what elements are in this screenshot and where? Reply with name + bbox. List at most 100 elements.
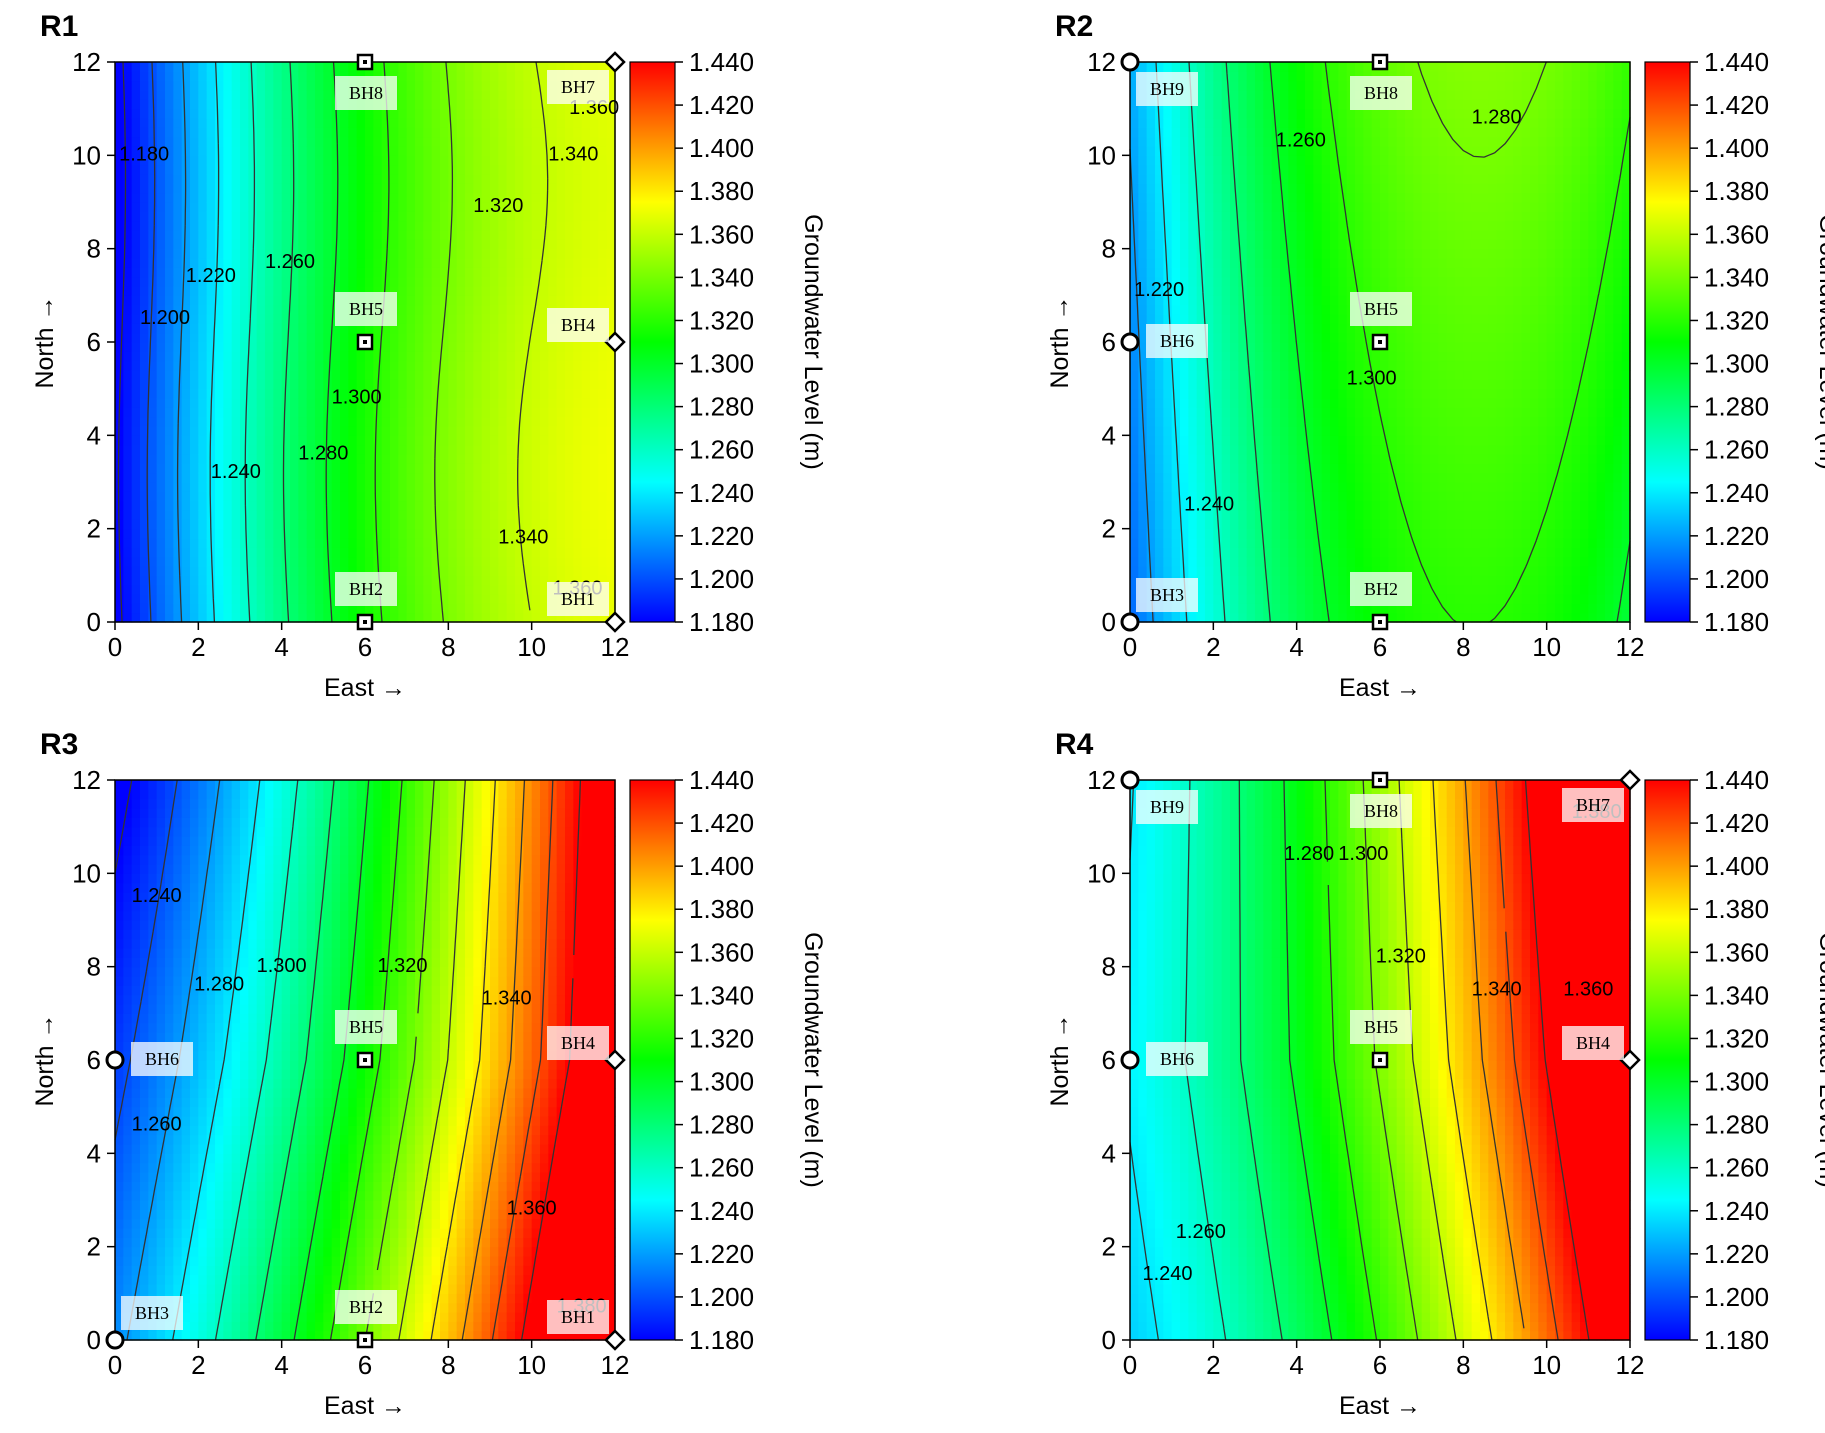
heatmap-cell <box>298 304 308 315</box>
heatmap-cell <box>1271 80 1281 91</box>
heatmap-cell <box>1196 444 1206 455</box>
heatmap-cell <box>573 211 583 222</box>
heatmap-cell <box>1255 99 1264 110</box>
heatmap-cell <box>415 463 424 474</box>
heatmap-cell <box>115 444 124 455</box>
contour-label: 1.220 <box>186 265 236 287</box>
heatmap-cell <box>490 528 499 539</box>
heatmap-cell <box>198 239 208 250</box>
heatmap-cell <box>1221 510 1231 520</box>
heatmap-cell <box>181 118 191 128</box>
heatmap-cell <box>515 220 524 231</box>
heatmap-cell <box>340 360 349 371</box>
heatmap-cell <box>423 248 433 259</box>
heatmap-cell <box>465 603 474 614</box>
heatmap-cell <box>523 248 533 259</box>
heatmap-cell <box>231 594 241 604</box>
heatmap-cell <box>481 314 491 324</box>
heatmap-cell <box>323 146 333 156</box>
heatmap-cell <box>1213 547 1223 558</box>
heatmap-cell <box>415 155 424 166</box>
heatmap-cell <box>315 594 324 604</box>
heatmap-cell <box>523 108 533 119</box>
heatmap-cell <box>1271 118 1281 128</box>
heatmap-cell <box>1288 276 1298 287</box>
heatmap-cell <box>256 276 266 287</box>
heatmap-cell <box>473 351 483 362</box>
heatmap-cell <box>1238 351 1248 362</box>
heatmap-cell <box>1255 603 1264 614</box>
heatmap-cell <box>556 62 566 72</box>
heatmap-cell <box>290 71 299 82</box>
heatmap-cell <box>323 510 333 520</box>
heatmap-cell <box>1221 192 1231 203</box>
heatmap-cell <box>465 398 474 408</box>
heatmap-cell <box>256 155 266 166</box>
heatmap-cell <box>1280 99 1289 110</box>
heatmap-cell <box>1263 463 1273 474</box>
heatmap-cell <box>1155 248 1164 259</box>
heatmap-cell <box>290 62 299 72</box>
heatmap-cell <box>515 482 524 492</box>
heatmap-cell <box>148 566 158 576</box>
heatmap-cell <box>456 575 466 586</box>
heatmap-cell <box>523 323 533 334</box>
heatmap-cell <box>131 304 141 315</box>
heatmap-cell <box>215 603 224 614</box>
heatmap-cell <box>273 379 283 390</box>
heatmap-cell <box>440 211 449 222</box>
heatmap-cell <box>223 80 233 91</box>
heatmap-cell <box>1188 566 1198 576</box>
heatmap-cell <box>223 248 233 259</box>
heatmap-cell <box>256 118 266 128</box>
heatmap-cell <box>406 323 416 334</box>
heatmap-cell <box>273 444 283 455</box>
heatmap-cell <box>481 538 491 548</box>
heatmap-cell <box>323 258 333 268</box>
heatmap-cell <box>1230 80 1239 91</box>
heatmap-cell <box>1238 230 1248 240</box>
heatmap-cell <box>1171 566 1181 576</box>
heatmap-cell <box>415 276 424 287</box>
heatmap-cell <box>1255 192 1264 203</box>
heatmap-cell <box>548 379 558 390</box>
heatmap-cell <box>323 556 333 567</box>
heatmap-cell <box>398 155 408 166</box>
heatmap-cell <box>506 276 516 287</box>
heatmap-cell <box>531 594 541 604</box>
heatmap-cell <box>540 454 549 464</box>
heatmap-cell <box>498 174 508 184</box>
heatmap-cell <box>531 379 541 390</box>
heatmap-cell <box>1171 286 1181 296</box>
heatmap-cell <box>231 71 241 82</box>
heatmap-cell <box>1238 566 1248 576</box>
heatmap-cell <box>223 164 233 175</box>
heatmap-cell <box>265 454 274 464</box>
heatmap-cell <box>281 482 291 492</box>
heatmap-cell <box>1246 444 1256 455</box>
heatmap-cell <box>1230 332 1239 343</box>
heatmap-cell <box>515 230 524 240</box>
heatmap-cell <box>1221 491 1231 502</box>
heatmap-cell <box>565 360 574 371</box>
heatmap-cell <box>156 80 166 91</box>
heatmap-cell <box>140 519 149 530</box>
heatmap-cell <box>1221 388 1231 399</box>
heatmap-cell <box>473 323 483 334</box>
heatmap-cell <box>606 603 616 614</box>
heatmap-cell <box>231 230 241 240</box>
heatmap-cell <box>1230 342 1239 352</box>
heatmap-cell <box>440 566 449 576</box>
heatmap-cell <box>273 183 283 194</box>
heatmap-cell <box>1263 99 1273 110</box>
heatmap-cell <box>198 276 208 287</box>
heatmap-cell <box>448 211 458 222</box>
heatmap-cell <box>423 575 433 586</box>
heatmap-cell <box>1213 174 1223 184</box>
heatmap-cell <box>581 547 591 558</box>
heatmap-cell <box>490 80 499 91</box>
heatmap-cell <box>590 99 599 110</box>
heatmap-cell <box>440 295 449 306</box>
heatmap-cell <box>131 342 141 352</box>
heatmap-cell <box>265 62 274 72</box>
